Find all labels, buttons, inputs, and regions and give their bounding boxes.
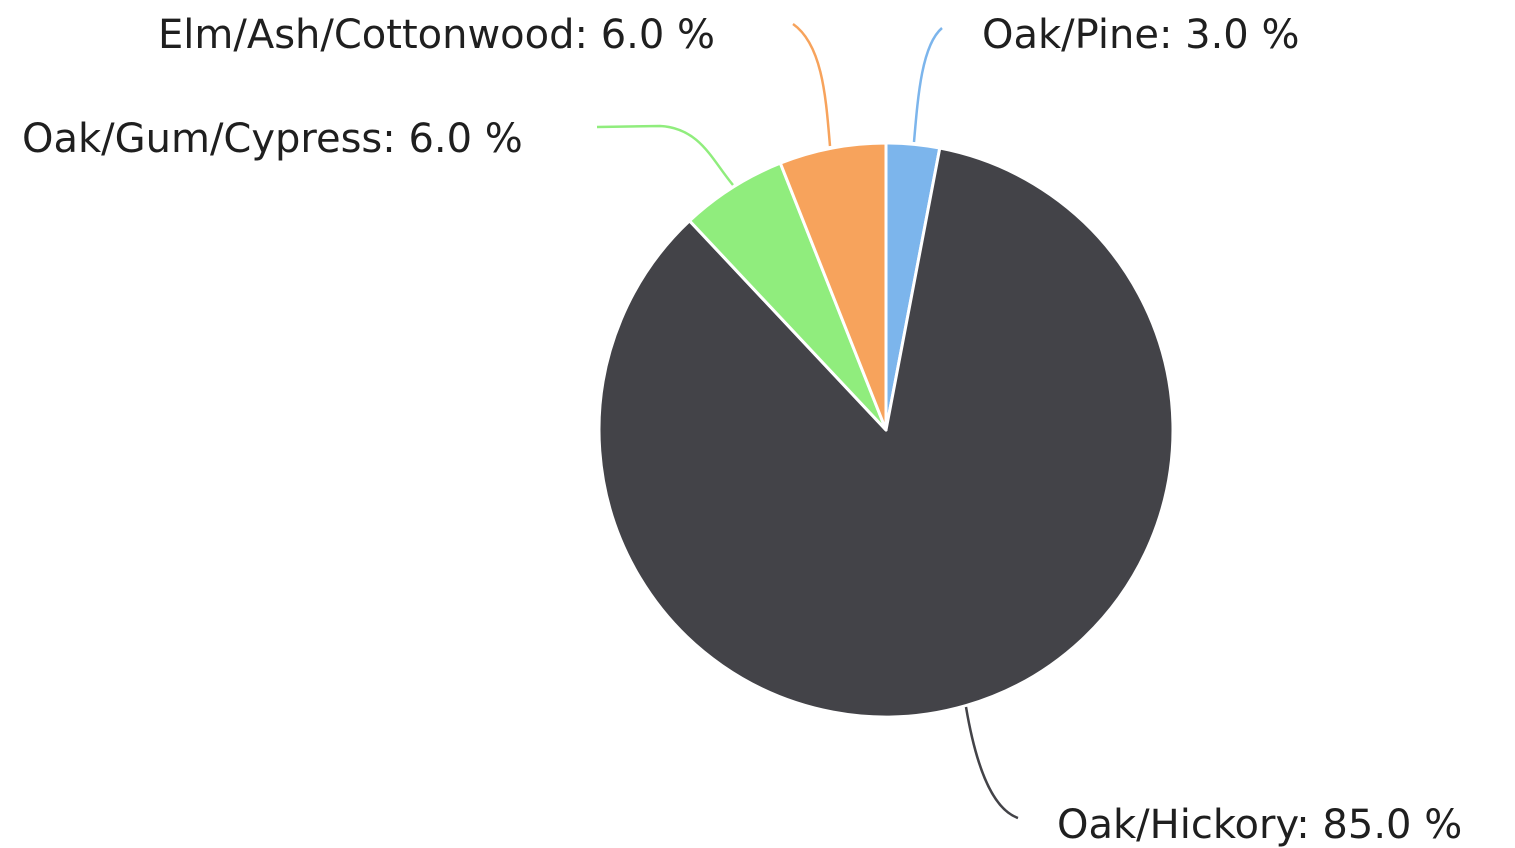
label-oak-hickory: Oak/Hickory: 85.0 % (1057, 802, 1462, 848)
label-oak-pine: Oak/Pine: 3.0 % (982, 12, 1299, 58)
slice-elm-ash-cottonwood[interactable] (778, 141, 888, 432)
connector-elm-ash-cottonwood (792, 22, 832, 147)
label-connectors (596, 22, 1019, 820)
connector-oak-pine (912, 27, 943, 143)
label-elm-ash-cottonwood: Elm/Ash/Cottonwood: 6.0 % (158, 12, 715, 58)
slice-labels: Oak/Pine: 3.0 % Oak/Hickory: 85.0 % Oak/… (22, 12, 1462, 848)
slice-oak-hickory[interactable] (597, 146, 1175, 719)
label-oak-gum-cypress: Oak/Gum/Cypress: 6.0 % (22, 116, 523, 162)
connector-oak-hickory (964, 706, 1019, 820)
connector-oak-gum-cypress (596, 124, 734, 186)
pie-slices (597, 141, 1175, 719)
